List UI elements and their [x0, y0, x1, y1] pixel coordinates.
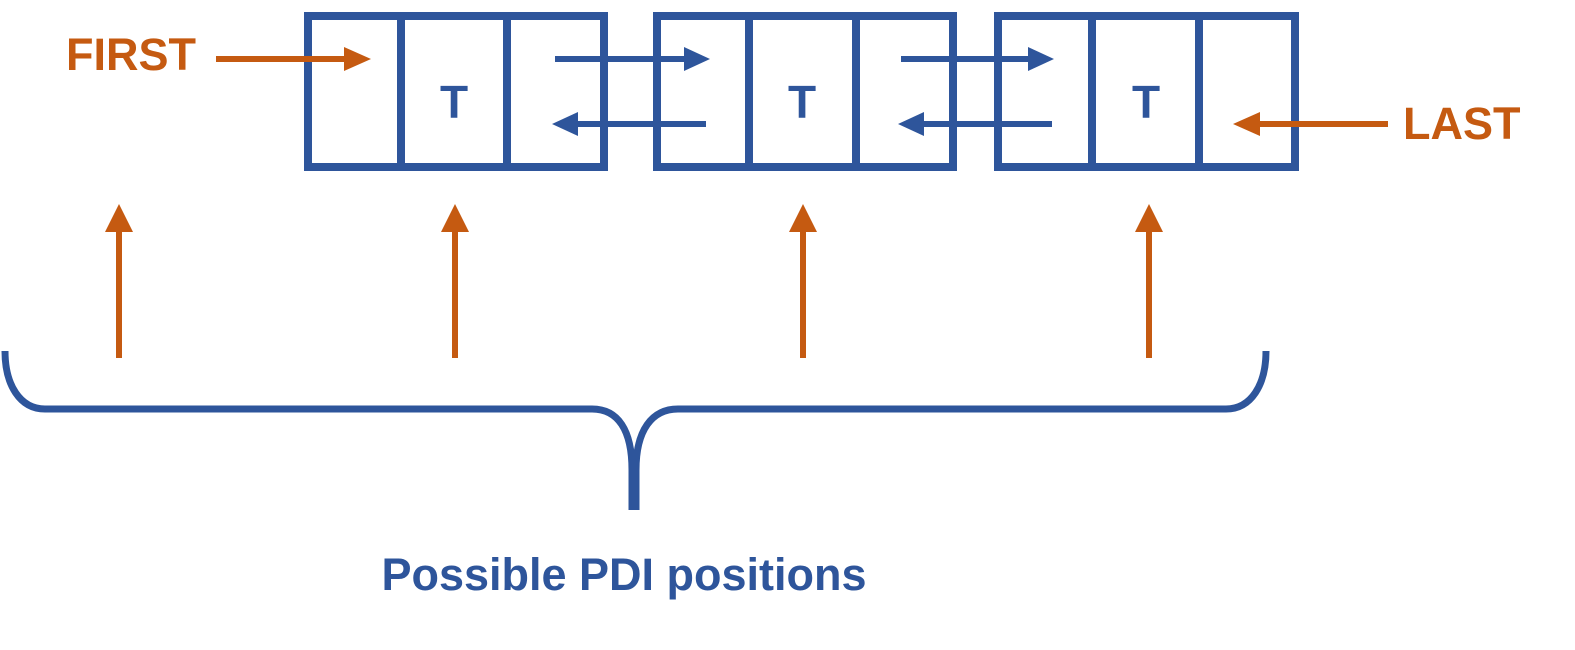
list-node-3: T: [994, 12, 1299, 171]
list-node-1: T: [304, 12, 608, 171]
prev-pointer-2-to-1: [552, 112, 706, 136]
list-node-2: T: [653, 12, 957, 171]
node-3-data-cell-text: T: [1132, 76, 1160, 128]
next-pointer-2-to-3: [901, 47, 1054, 71]
next-pointer-1-to-2: [555, 47, 710, 71]
pdi-position-arrow-3: [789, 204, 817, 358]
last-label: LAST: [1403, 98, 1521, 149]
pdi-position-arrow-4: [1135, 204, 1163, 358]
node-1-data-cell-text: T: [440, 76, 468, 128]
node-2-box: [653, 12, 957, 171]
pdi-position-arrow-2: [441, 204, 469, 358]
node-2-data-cell-text: T: [788, 76, 816, 128]
last-pointer-arrow: [1233, 112, 1388, 136]
pdi-position-arrow-1: [105, 204, 133, 358]
prev-pointer-3-to-2: [898, 112, 1052, 136]
pdi-caption: Possible PDI positions: [381, 549, 866, 600]
node-1-box: [304, 12, 608, 171]
first-label: FIRST: [66, 29, 196, 80]
node-3-box: [994, 12, 1299, 171]
grouping-brace: [1, 350, 1270, 510]
first-pointer-arrow: [216, 47, 371, 71]
